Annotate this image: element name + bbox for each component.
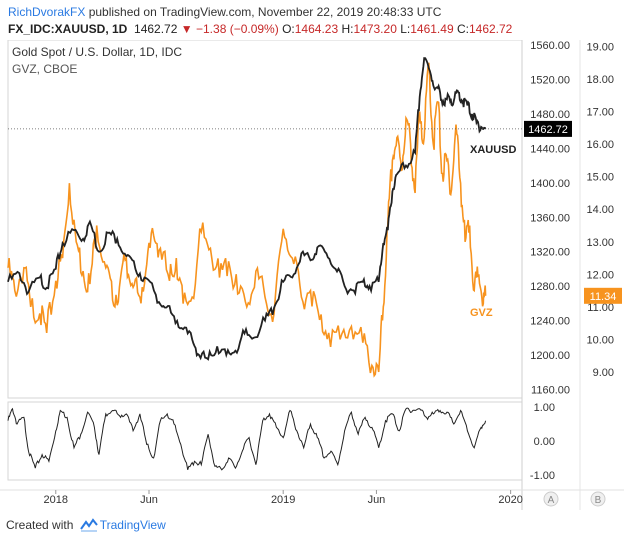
gold-axis-tick: 1320.00: [530, 247, 570, 259]
gold-axis-tick: 1360.00: [530, 212, 570, 224]
gold-axis-tick: 1440.00: [530, 143, 570, 155]
main-pane-frame: [7, 39, 523, 399]
gvz-axis-tick: 10.00: [586, 334, 614, 346]
last-price: 1462.72: [134, 22, 178, 36]
gold-axis-tick: 1160.00: [531, 384, 570, 396]
gold-axis-tick: 1560.00: [530, 40, 570, 52]
gvz-axis-tick: 14.00: [586, 204, 614, 216]
gvz-axis-tick: 16.00: [586, 139, 614, 151]
scale-button-b[interactable]: [590, 491, 606, 507]
footer: Created with TradingView: [6, 518, 166, 538]
xauusd-series-label: XAUUSD: [470, 144, 517, 156]
gvz-axis-tick: 11.00: [587, 302, 614, 314]
gold-axis-tick: 1240.00: [530, 316, 570, 328]
open-label: O:: [282, 22, 295, 36]
gvz-axis-tick: 15.00: [586, 172, 614, 184]
correlation-series-line: [7, 407, 487, 471]
gvz-axis-tick: 9.00: [593, 367, 614, 379]
gold-last-price-label: 1462.72: [528, 124, 568, 136]
gvz-axis-tick: 13.00: [586, 237, 614, 249]
open-value: 1464.23: [294, 22, 339, 36]
x-axis-tick-label: 2020: [498, 494, 522, 506]
price-chart[interactable]: 1560.00 1520.00 1480.00 1440.00 1400.00 1360.…: [0, 39, 624, 515]
oscillator-axis-tick: 0.00: [534, 436, 555, 448]
author-link[interactable]: RichDvorakFX: [8, 5, 86, 19]
x-axis-tick-label: 2019: [271, 494, 295, 506]
chart-area[interactable]: 1560.00 1520.00 1480.00 1440.00 1400.00 1360.…: [0, 39, 624, 515]
chart-subtitle: GVZ, CBOE: [12, 62, 77, 76]
tradingview-link[interactable]: TradingView: [99, 518, 166, 532]
x-axis-tick-label: Jun: [368, 494, 386, 506]
gvz-axis-tick: 18.00: [586, 74, 614, 86]
close-value: 1462.72: [468, 22, 513, 36]
created-with-text: Created with: [6, 518, 74, 532]
scale-button-a[interactable]: [543, 491, 559, 507]
gold-axis-tick: 1200.00: [530, 350, 570, 362]
gvz-last-value-label: 11.34: [590, 291, 617, 303]
gold-axis-tick: 1480.00: [530, 109, 570, 121]
high-value: 1473.20: [353, 22, 397, 36]
scale-button-label: A: [548, 495, 555, 506]
price-change: −1.38 (−0.09%): [196, 22, 279, 36]
low-label: L:: [400, 22, 411, 36]
gold-axis-tick: 1520.00: [530, 75, 570, 87]
gold-last-price-tag: [524, 120, 572, 137]
change-arrow-icon: ▼: [180, 22, 193, 36]
close-label: C:: [456, 22, 469, 36]
gold-axis-tick: 1400.00: [530, 178, 570, 190]
gvz-series-label: GVZ: [470, 307, 493, 319]
oscillator-axis-tick: -1.00: [530, 470, 555, 482]
publish-info: RichDvorakFX published on TradingView.co…: [8, 5, 441, 19]
gold-axis-tick: 1280.00: [530, 281, 570, 293]
symbol-legend: FX_IDC:XAUUSD, 1D 1462.72 ▼ −1.38 (−0.09…: [8, 22, 512, 36]
gvz-axis-tick: 17.00: [586, 107, 614, 119]
high-label: H:: [341, 22, 354, 36]
published-text: published on TradingView.com, November 2…: [88, 5, 442, 19]
chart-title: Gold Spot / U.S. Dollar, 1D, IDC: [12, 45, 182, 59]
low-value: 1461.49: [410, 22, 454, 36]
oscillator-axis-tick: 1.00: [534, 402, 555, 414]
x-axis-tick-label: 2018: [44, 494, 68, 506]
chart-header: RichDvorakFX published on TradingView.co…: [0, 0, 624, 42]
gvz-last-value-tag: [584, 287, 622, 304]
tradingview-logo-icon: [79, 518, 98, 532]
xauusd-series-line: [7, 57, 487, 361]
symbol-name[interactable]: FX_IDC:XAUUSD, 1D: [8, 22, 128, 36]
scale-button-label: B: [595, 495, 602, 506]
gvz-axis-tick: 12.00: [586, 269, 614, 281]
x-axis-tick-label: Jun: [140, 494, 158, 506]
gvz-axis-tick: 19.00: [586, 42, 614, 54]
gvz-series-line: [7, 62, 487, 378]
